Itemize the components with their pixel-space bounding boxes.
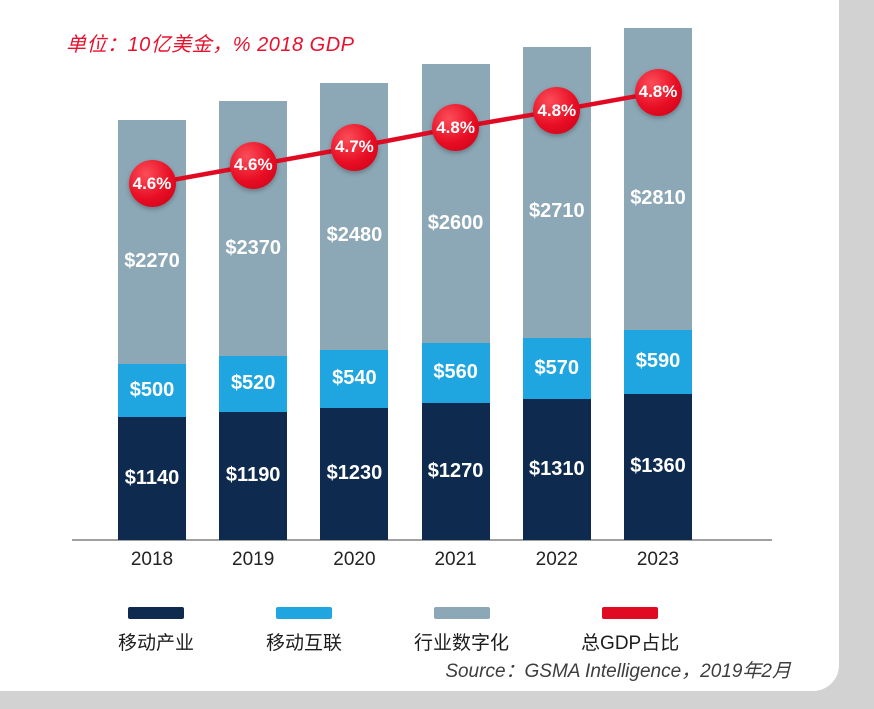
x-axis-label: 2022: [535, 549, 578, 570]
legend-item-行业数字化: 行业数字化: [414, 607, 509, 655]
legend-swatch: [276, 607, 333, 619]
bar-segment-行业数字化-2018: [118, 119, 186, 364]
legend-item-移动互联: 移动互联: [266, 607, 342, 655]
bar-segment-移动产业-2020: [320, 407, 389, 540]
source-note: Source：GSMA Intelligence，2019年2月: [445, 661, 791, 682]
legend-item-总GDP占比: 总GDP占比: [581, 607, 679, 655]
x-axis-line: [72, 539, 772, 541]
legend: 移动产业 移动互联 行业数字化 总GDP占比: [118, 607, 679, 655]
bar-value-label: $1230: [326, 461, 383, 484]
legend-label: 移动产业: [118, 633, 195, 654]
legend-swatch: [433, 607, 490, 619]
gdp-marker-2020: 4.7%: [330, 123, 378, 171]
bar-value-label: $590: [635, 350, 681, 373]
bar-value-label: $1190: [225, 464, 281, 487]
plot-area: $1140 $500 $2270 2018 $1190 $520 $2370 2019 $123…: [72, 28, 772, 570]
bar-segment-移动互联-2021: [421, 343, 490, 404]
bar-value-label: $540: [332, 366, 377, 389]
gdp-marker-2021: 4.8%: [432, 104, 480, 152]
bar-segment-移动互联-2022: [522, 337, 591, 400]
bar-value-label: $2480: [326, 224, 383, 247]
bar-segment-移动产业-2019: [219, 412, 288, 540]
bar-value-label: $2370: [225, 236, 281, 259]
x-axis-label: 2023: [636, 549, 680, 570]
bar-value-label: $1360: [630, 454, 686, 477]
bar-value-label: $500: [129, 378, 175, 401]
bar-value-label: $520: [230, 372, 276, 395]
gdp-marker-2019: 4.6%: [229, 141, 277, 189]
chart-unit-label: 单位：10亿美金，% 2018 GDP: [66, 34, 355, 56]
bar-value-label: $1270: [427, 459, 484, 482]
gdp-marker-2018: 4.6%: [128, 160, 176, 208]
bar-segment-移动互联-2023: [624, 330, 692, 394]
bar-segment-移动互联-2019: [219, 356, 288, 413]
bar-segment-移动产业-2018: [118, 417, 186, 540]
legend-item-移动产业: 移动产业: [118, 607, 194, 655]
bar-segment-移动互联-2018: [118, 363, 186, 418]
bar-value-label: $570: [534, 356, 580, 379]
bar-value-label: $1310: [528, 457, 585, 480]
bar-value-label: $2600: [427, 211, 484, 234]
gdp-marker-2022: 4.8%: [533, 87, 581, 135]
bar-value-label: $560: [433, 361, 478, 384]
legend-swatch: [602, 607, 659, 619]
legend-label: 移动互联: [266, 633, 343, 654]
x-axis-label: 2020: [333, 549, 376, 570]
x-axis-label: 2018: [130, 549, 174, 570]
bar-value-label: $2710: [528, 200, 585, 223]
gdp-marker-2023: 4.8%: [634, 68, 682, 116]
bar-segment-移动产业-2021: [421, 403, 490, 540]
bar-value-label: $2810: [630, 187, 686, 210]
bar-segment-行业数字化-2019: [219, 101, 288, 357]
bar-value-label: $2270: [124, 249, 180, 272]
bar-segment-移动产业-2022: [522, 399, 591, 540]
chart-card: 单位：10亿美金，% 2018 GDP $1140 $500 $2270 2018 $1…: [0, 0, 839, 691]
bar-segment-移动互联-2020: [320, 349, 389, 408]
legend-label: 总GDP占比: [581, 633, 680, 654]
legend-label: 行业数字化: [414, 633, 510, 654]
bar-segment-移动产业-2023: [624, 393, 692, 540]
legend-swatch: [128, 607, 184, 619]
bar-value-label: $1140: [124, 466, 180, 489]
x-axis-label: 2021: [434, 549, 477, 570]
x-axis-label: 2019: [232, 549, 275, 570]
